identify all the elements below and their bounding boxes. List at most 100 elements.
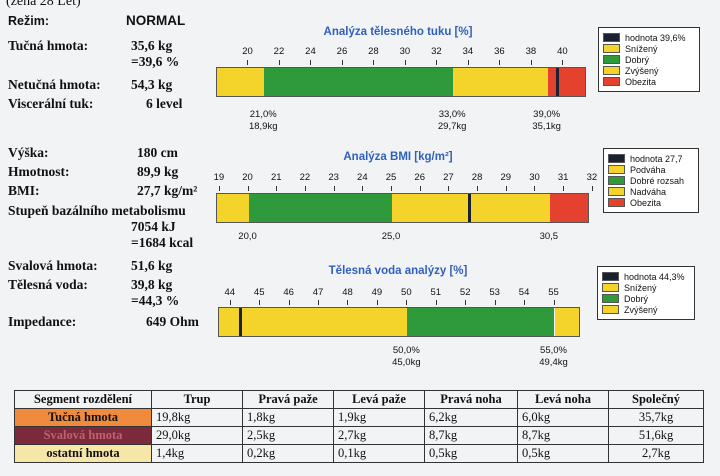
header-cell: Trup — [151, 390, 243, 409]
legend-item: Obezita — [608, 197, 694, 208]
tick-label: 30 — [529, 172, 540, 183]
range-bar — [216, 67, 586, 97]
weight-label: Hmotnost: — [8, 164, 70, 179]
tick-mark — [562, 60, 564, 65]
tick-label: 23 — [328, 172, 339, 183]
boundary-label: 39,0% 35,1kg — [532, 109, 561, 133]
legend-label: Snížený — [625, 43, 658, 54]
boundary-percent: 20,0 — [238, 231, 257, 242]
tick-label: 26 — [414, 172, 425, 183]
range-segment — [554, 308, 579, 336]
legend-item: Snížený — [602, 282, 690, 293]
tick-label: 32 — [431, 46, 442, 57]
tick-label: 24 — [357, 172, 368, 183]
legend-swatch — [602, 294, 619, 303]
table-cell: 1,4kg — [151, 444, 243, 463]
boundary-mass: 29,7kg — [437, 121, 467, 132]
chart-legend: hodnota 27,7 Podváha Dobré rozsah Nadváha Ob… — [603, 148, 699, 213]
legend-label: Podváha — [630, 164, 666, 175]
table-cell: 8,7kg — [517, 426, 609, 445]
bmr-kj-value: 7054 kJ — [131, 219, 176, 234]
boundary-mass: 18,9kg — [248, 121, 278, 132]
tick-mark — [247, 60, 249, 65]
table-cell: 1,8kg — [242, 408, 334, 427]
tick-mark — [534, 186, 536, 191]
tick-label: 24 — [305, 46, 316, 57]
boundary-label: 50,0% 45,0kg — [392, 345, 421, 369]
body-water-percent: =44,3 % — [131, 293, 180, 308]
bmi-value: 27,7 kg/m² — [137, 183, 198, 198]
tick-label: 46 — [283, 287, 294, 298]
boundary-percent: 39,0% — [533, 109, 561, 120]
legend-swatch — [602, 305, 619, 314]
legend-swatch — [608, 165, 625, 174]
legend-item: Nadváha — [608, 186, 694, 197]
tick-mark — [362, 186, 364, 191]
visceral-fat-value: 6 level — [146, 96, 183, 111]
table-cell: 0,1kg — [333, 444, 425, 463]
legend-label: Snížený — [624, 282, 657, 293]
tick-label: 31 — [557, 172, 569, 183]
legend-item: hodnota 39,6% — [603, 32, 695, 43]
tick-label: 54 — [518, 287, 530, 298]
legend-label: Obezita — [625, 76, 657, 87]
tick-label: 32 — [586, 172, 598, 183]
table-cell: 1,9kg — [333, 408, 425, 427]
tick-mark — [247, 186, 249, 191]
tick-mark — [419, 186, 421, 191]
lean-mass-value: 54,3 kg — [131, 77, 173, 92]
weight-value: 89,9 kg — [137, 164, 179, 179]
tick-mark — [278, 60, 280, 65]
legend-item: hodnota 44,3% — [602, 271, 690, 282]
legend-item: Dobrý — [602, 293, 690, 304]
range-segment — [547, 68, 585, 96]
boundary-percent: 25,0 — [381, 231, 401, 242]
tick-mark — [373, 60, 375, 65]
bmr-kcal-value: =1684 kcal — [131, 235, 194, 250]
boundary-mass: 45,0kg — [392, 357, 421, 368]
legend-item: Obezita — [603, 76, 695, 87]
legend-swatch — [608, 154, 625, 163]
tick-mark — [524, 300, 526, 305]
legend-item: hodnota 27,7 — [608, 153, 694, 164]
tick-mark — [591, 186, 593, 191]
tick-mark — [530, 60, 532, 65]
legend-label: hodnota 44,3% — [624, 271, 685, 282]
tick-mark — [436, 60, 438, 65]
tick-mark — [310, 60, 312, 65]
table-cell: 6,0kg — [517, 408, 609, 427]
tick-label: 36 — [494, 46, 505, 57]
legend-label: hodnota 39,6% — [625, 32, 686, 43]
boundary-label: 33,0% 29,7kg — [438, 109, 467, 133]
tick-mark — [465, 300, 467, 305]
legend-item: Zvýšený — [602, 304, 690, 315]
range-segment — [219, 308, 408, 336]
tick-label: 28 — [368, 46, 379, 57]
tick-label: 44 — [224, 287, 236, 298]
tick-label: 49 — [371, 287, 383, 298]
tick-mark — [341, 60, 343, 65]
tick-label: 45 — [253, 287, 265, 298]
muscle-mass-value: 51,6 kg — [131, 258, 173, 273]
muscle-mass-label: Svalová hmota: — [8, 258, 98, 273]
range-segment — [217, 194, 249, 222]
legend-swatch — [608, 198, 625, 207]
boundary-mass: 35,1kg — [532, 121, 561, 132]
chart-title: Tělesná voda analýzy [%] — [328, 265, 468, 277]
boundary-mass: 49,4kg — [539, 357, 568, 368]
fat-mass-value: 35,6 kg — [131, 38, 173, 53]
tick-mark — [318, 300, 320, 305]
tick-label: 40 — [557, 46, 568, 57]
table-cell: 29,0kg — [151, 426, 243, 445]
legend-swatch — [608, 187, 625, 196]
tick-label: 50 — [401, 287, 412, 298]
tick-mark — [333, 186, 335, 191]
fat-mass-label: Tučná hmota: — [8, 38, 89, 53]
tick-label: 20 — [242, 46, 253, 57]
tick-label: 53 — [489, 287, 500, 298]
tick-label: 20 — [242, 172, 253, 183]
row-label-muscle: Svalová hmota — [14, 426, 152, 445]
row-label-fat: Tučná hmota — [14, 408, 152, 427]
header-cell: Levá noha — [517, 390, 609, 409]
tick-mark — [505, 186, 507, 191]
